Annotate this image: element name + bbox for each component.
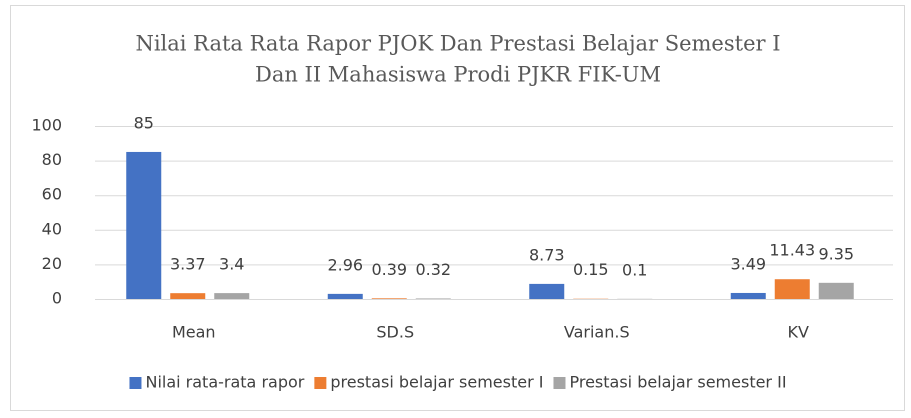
y-tick-label: 0 xyxy=(52,289,62,308)
data-label: 85 xyxy=(134,113,154,132)
data-label: 0.39 xyxy=(371,260,407,279)
y-tick-label: 100 xyxy=(31,116,62,135)
bar xyxy=(529,283,565,299)
data-label: 2.96 xyxy=(327,255,363,274)
bar xyxy=(774,279,810,299)
y-tick-label: 40 xyxy=(42,219,62,238)
chart-title: Dan II Mahasiswa Prodi PJKR FIK-UM xyxy=(255,63,661,87)
legend-label: prestasi belajar semester I xyxy=(330,373,543,392)
data-label: 0.1 xyxy=(622,260,647,279)
data-label: 11.43 xyxy=(769,241,815,260)
data-label: 0.32 xyxy=(415,260,451,279)
legend-swatch xyxy=(129,377,142,389)
bar xyxy=(415,298,451,299)
y-tick-label: 80 xyxy=(42,150,62,169)
bar xyxy=(730,292,766,299)
x-tick-label: KV xyxy=(788,323,809,342)
y-tick-label: 20 xyxy=(42,254,62,273)
data-label: 3.49 xyxy=(730,254,766,273)
data-label: 3.4 xyxy=(219,255,244,274)
legend-swatch xyxy=(314,377,327,389)
x-tick-label: SD.S xyxy=(376,323,414,342)
x-tick-label: Mean xyxy=(172,323,216,342)
chart-title: Nilai Rata Rata Rapor PJOK Dan Prestasi … xyxy=(135,32,780,56)
bar xyxy=(818,282,854,299)
bar xyxy=(327,293,363,299)
bar xyxy=(214,293,250,299)
data-label: 8.73 xyxy=(529,245,565,264)
data-label: 9.35 xyxy=(818,244,854,263)
bar xyxy=(126,151,162,299)
y-tick-label: 60 xyxy=(42,185,62,204)
legend-label: Nilai rata-rata rapor xyxy=(145,373,304,392)
legend-label: Prestasi belajar semester II xyxy=(569,373,786,392)
legend-swatch xyxy=(553,377,566,389)
x-tick-label: Varian.S xyxy=(564,323,630,342)
bar xyxy=(170,293,206,299)
data-label: 3.37 xyxy=(170,255,206,274)
data-label: 0.15 xyxy=(573,260,609,279)
bar xyxy=(371,298,407,299)
